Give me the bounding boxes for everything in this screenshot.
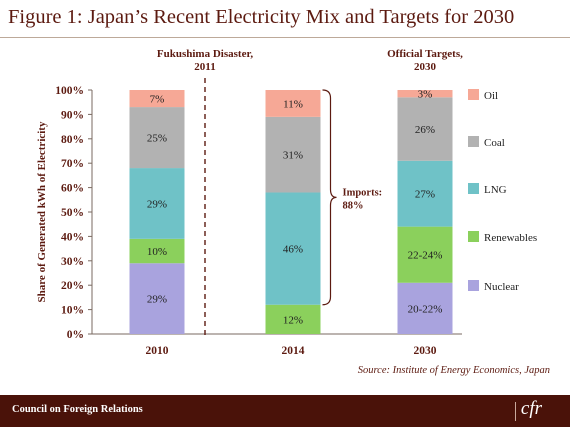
legend-label: Coal	[484, 137, 505, 149]
data-label: 31%	[283, 150, 303, 162]
imports-bracket	[322, 89, 337, 306]
bar-segment-renewables	[397, 226, 453, 283]
y-tick-label: 90%	[61, 109, 84, 121]
bar-segment-coal	[265, 116, 321, 193]
y-tick-label: 70%	[61, 158, 84, 170]
legend-label: Oil	[484, 90, 498, 102]
bar-segment-renewables	[129, 238, 185, 264]
data-label: 25%	[147, 133, 167, 145]
y-tick-label: 40%	[61, 231, 84, 243]
data-label: 26%	[415, 124, 435, 136]
x-tick-label: 2030	[414, 345, 437, 357]
imports-label-line1: Imports:	[343, 187, 383, 198]
data-label: 29%	[147, 294, 167, 306]
logo-divider	[515, 402, 516, 421]
bar-segment-oil	[265, 90, 321, 117]
source-note: Source: Institute of Energy Economics, J…	[358, 365, 550, 376]
data-label: 11%	[283, 98, 303, 110]
data-label: 29%	[147, 198, 167, 210]
bar-segment-lng	[265, 192, 321, 305]
bar-segment-oil	[397, 90, 453, 98]
bar-segment-renewables	[265, 304, 321, 334]
footer: Council on Foreign Relations cfr	[0, 395, 570, 427]
x-tick-label: 2010	[146, 345, 169, 357]
cfr-logo: cfr	[520, 398, 542, 419]
y-tick-label: 100%	[55, 85, 84, 97]
data-label: 20-22%	[408, 303, 443, 315]
bar-segment-oil	[129, 90, 185, 108]
y-tick-label: 0%	[67, 329, 84, 341]
data-label: 12%	[283, 314, 303, 326]
bar-segment-lng	[129, 168, 185, 239]
data-label: 46%	[283, 244, 303, 256]
bar-segment-nuclear	[129, 263, 185, 334]
legend-label: LNG	[484, 184, 507, 196]
legend-swatch-renewables	[468, 231, 479, 242]
page-title: Figure 1: Japan’s Recent Electricity Mix…	[8, 6, 515, 28]
x-tick-label: 2014	[282, 345, 305, 357]
data-label: 3%	[418, 89, 433, 101]
y-tick-label: 60%	[61, 183, 84, 195]
data-label: 7%	[150, 94, 165, 106]
legend-swatch-lng	[468, 183, 479, 194]
targets-label-line2: 2030	[414, 61, 437, 73]
bar-segment-lng	[397, 160, 453, 227]
legend-swatch-nuclear	[468, 280, 479, 291]
data-label: 22-24%	[408, 250, 443, 262]
chart: 0% 10% 20% 30% 40% 50% 60% 70% 80% 90% 100% Share o…	[36, 48, 550, 376]
bar-segment-coal	[129, 107, 185, 169]
y-tick-label: 30%	[61, 256, 84, 268]
bar-segment-nuclear	[397, 282, 453, 334]
y-tick-label: 10%	[61, 305, 84, 317]
y-tick-label: 80%	[61, 134, 84, 146]
event-label-line2: 2011	[194, 61, 215, 73]
legend-swatch-oil	[468, 89, 479, 100]
y-tick-label: 20%	[61, 280, 84, 292]
event-label-line1: Fukushima Disaster,	[157, 48, 253, 60]
targets-label-line1: Official Targets,	[387, 48, 463, 60]
legend-label: Nuclear	[484, 281, 519, 293]
footer-org-name: Council on Foreign Relations	[12, 404, 143, 415]
title-divider	[0, 37, 570, 38]
data-label: 27%	[415, 189, 435, 201]
legend-swatch-coal	[468, 136, 479, 147]
y-axis-title: Share of Generated kWh of Electricity	[36, 121, 48, 302]
data-label: 10%	[147, 246, 167, 258]
bar-segment-coal	[397, 97, 453, 161]
imports-label-line2: 88%	[343, 200, 364, 211]
y-tick-label: 50%	[61, 207, 84, 219]
legend-label: Renewables	[484, 232, 537, 244]
